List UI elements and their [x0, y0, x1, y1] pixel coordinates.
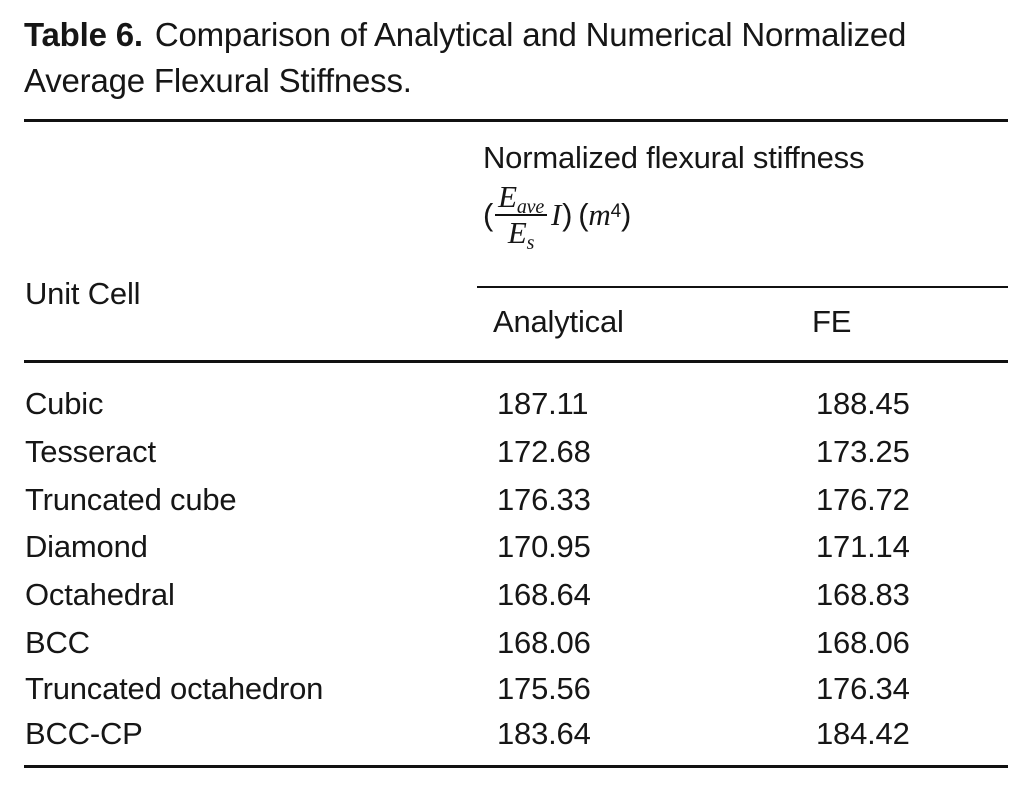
- formula-open-paren: (: [483, 197, 494, 232]
- unit-cell-name: BCC: [25, 625, 90, 660]
- table-row: BCC 168.06 168.06: [0, 625, 1033, 665]
- fe-value: 168.06: [816, 625, 910, 660]
- table-row: BCC-CP 183.64 184.42: [0, 716, 1033, 756]
- table-caption-text-line2: Average Flexural Stiffness.: [24, 62, 412, 99]
- fe-value: 173.25: [816, 434, 910, 469]
- table-row: Tesseract 172.68 173.25: [0, 434, 1033, 474]
- column-header-fe: FE: [812, 304, 852, 339]
- formula-close-paren: ): [562, 197, 573, 232]
- table-caption-text-line1: Comparison of Analytical and Numerical N…: [154, 16, 907, 53]
- formula-fraction: Eave Es: [495, 179, 548, 254]
- table-row: Octahedral 168.64 168.83: [0, 577, 1033, 617]
- table-row: Cubic 187.11 188.45: [0, 386, 1033, 426]
- fe-value: 171.14: [816, 529, 910, 564]
- unit-cell-name: Octahedral: [25, 577, 175, 612]
- unit-cell-name: Truncated cube: [25, 482, 237, 517]
- spanner-divider-rule: [477, 286, 1008, 288]
- table-caption: Table 6. Comparison of Analytical and Num…: [24, 12, 1019, 104]
- analytical-value: 175.56: [497, 671, 591, 706]
- fe-value: 184.42: [816, 716, 910, 751]
- unit-cell-name: Tesseract: [25, 434, 156, 469]
- table-row: Diamond 170.95 171.14: [0, 529, 1033, 569]
- spanner-header-title: Normalized flexural stiffness: [483, 140, 865, 175]
- analytical-value: 170.95: [497, 529, 591, 564]
- unit-cell-name: Diamond: [25, 529, 148, 564]
- table-bottom-rule: [24, 765, 1008, 768]
- formula-denominator: Es: [507, 215, 535, 254]
- formula-inertia-symbol: I: [551, 197, 562, 232]
- column-header-unit-cell: Unit Cell: [25, 276, 141, 311]
- header-bottom-rule: [24, 360, 1008, 363]
- flexural-stiffness-formula: ( Eave Es I ) (m4): [483, 179, 632, 254]
- analytical-value: 176.33: [497, 482, 591, 517]
- analytical-value: 168.64: [497, 577, 591, 612]
- table-row: Truncated octahedron 175.56 176.34: [0, 671, 1033, 711]
- column-header-analytical: Analytical: [493, 304, 624, 339]
- formula-numerator: Eave: [498, 179, 545, 218]
- fe-value: 176.34: [816, 671, 910, 706]
- unit-cell-name: Cubic: [25, 386, 104, 421]
- analytical-value: 168.06: [497, 625, 591, 660]
- analytical-value: 172.68: [497, 434, 591, 469]
- fe-value: 188.45: [816, 386, 910, 421]
- fraction-bar: [495, 214, 548, 216]
- unit-cell-name: Truncated octahedron: [25, 671, 324, 706]
- table-top-rule: [24, 119, 1008, 122]
- fe-value: 176.72: [816, 482, 910, 517]
- formula-unit: (m4): [578, 197, 632, 232]
- analytical-value: 187.11: [497, 386, 589, 421]
- analytical-value: 183.64: [497, 716, 591, 751]
- unit-cell-name: BCC-CP: [25, 716, 143, 751]
- fe-value: 168.83: [816, 577, 910, 612]
- table-caption-label: Table 6.: [24, 16, 143, 53]
- table-row: Truncated cube 176.33 176.72: [0, 482, 1033, 522]
